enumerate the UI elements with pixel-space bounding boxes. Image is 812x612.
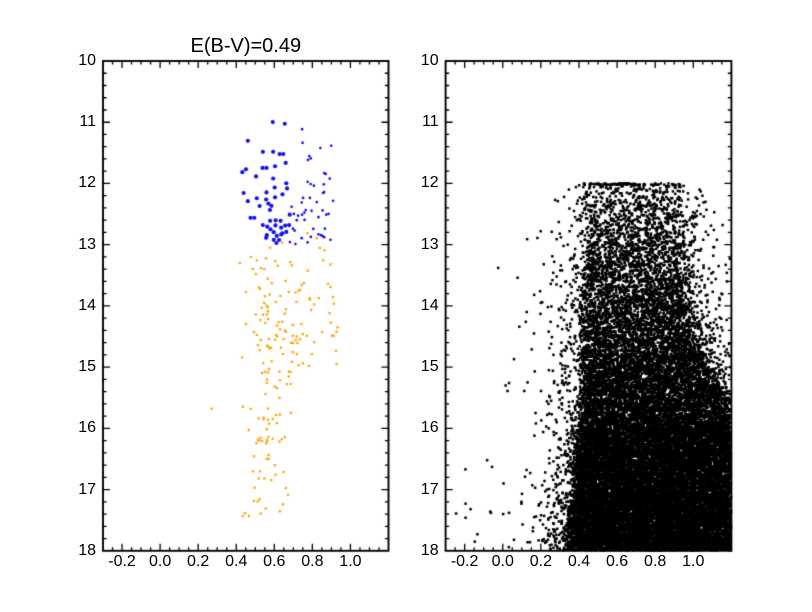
y-tick-label: 15: [420, 358, 439, 376]
x-tick-label: 0.2: [187, 552, 210, 570]
y-tick-label: 18: [420, 541, 439, 559]
x-tick-label: 0.8: [644, 552, 667, 570]
y-tick-label: 17: [78, 480, 96, 498]
y-tick-label: 14: [420, 296, 439, 314]
x-tick-label: 0.6: [263, 552, 286, 570]
x-tick-label: 0.0: [491, 552, 514, 570]
y-tick-label: 15: [78, 358, 96, 376]
y-tick-label: 11: [421, 113, 439, 131]
y-tick-label: 13: [420, 235, 439, 253]
y-tick-label: 16: [420, 419, 439, 437]
y-tick-label: 17: [420, 480, 439, 498]
x-tick-label: 0.2: [529, 552, 552, 570]
x-tick-label: 0.6: [605, 552, 629, 570]
x-tick-label: 0.8: [301, 552, 324, 570]
y-tick-label: 18: [78, 541, 96, 559]
y-tick-label: 14: [78, 296, 96, 314]
y-tick-label: 11: [79, 113, 96, 131]
x-tick-label: -0.2: [108, 552, 136, 570]
y-tick-label: 12: [420, 174, 439, 192]
left-panel-title: E(B-V)=0.49: [190, 34, 302, 57]
y-tick-label: 16: [78, 419, 96, 437]
y-tick-label: 12: [78, 174, 96, 192]
x-tick-label: 0.4: [567, 552, 591, 570]
y-tick-label: 10: [78, 52, 96, 69]
x-tick-label: 1.0: [339, 552, 362, 570]
y-tick-label: 13: [78, 235, 96, 253]
y-tick-label: 10: [420, 52, 439, 69]
x-tick-label: 0.4: [225, 552, 248, 570]
x-tick-label: 0.0: [148, 552, 172, 570]
x-tick-label: 1.0: [682, 552, 705, 570]
x-tick-label: -0.2: [450, 552, 479, 570]
